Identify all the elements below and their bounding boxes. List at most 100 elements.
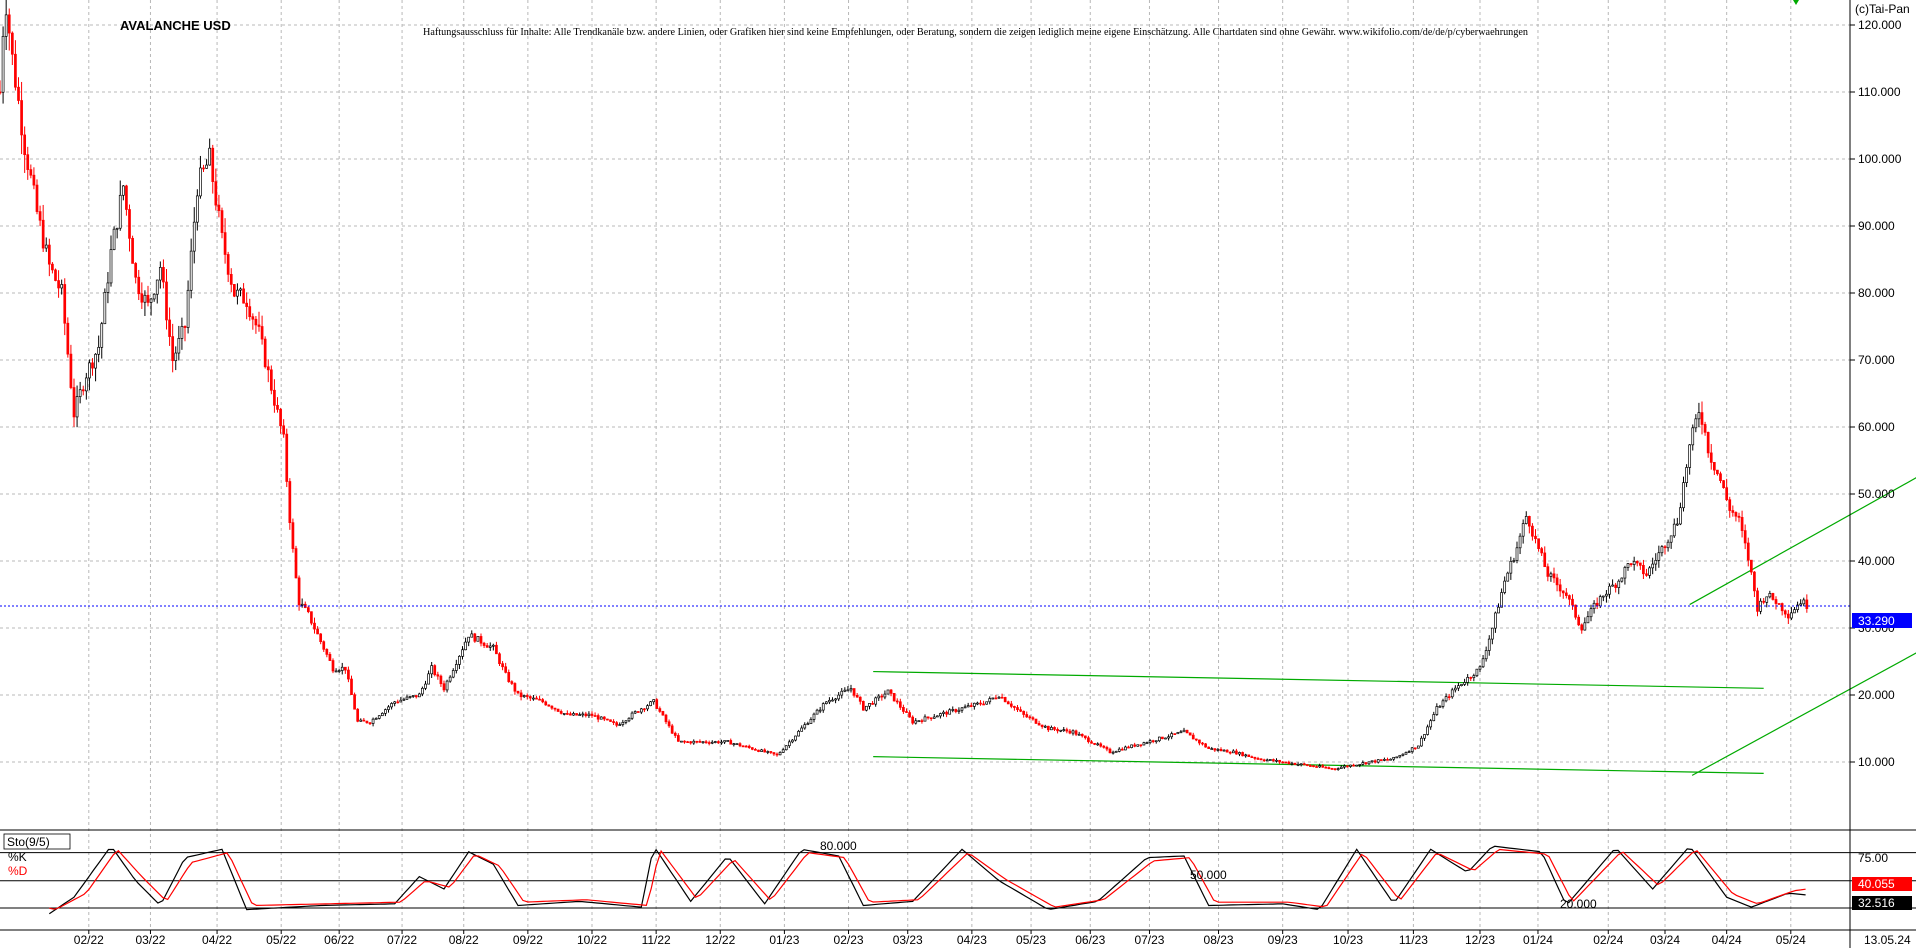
- candle-body: [1392, 756, 1396, 760]
- candle-body: [134, 263, 138, 278]
- candle-body: [1025, 714, 1029, 718]
- candle-body: [1379, 759, 1383, 761]
- candle-body: [60, 284, 64, 289]
- x-tick-label: 03/23: [893, 933, 923, 947]
- osc-axis-label: 75.00: [1858, 851, 1888, 865]
- candle-body: [652, 699, 656, 703]
- y-tick-label: 60.000: [1858, 420, 1895, 434]
- x-tick-label: 03/24: [1650, 933, 1680, 947]
- candle-body: [1034, 718, 1038, 724]
- candle-body: [1712, 462, 1716, 471]
- x-tick-label: 08/23: [1204, 933, 1234, 947]
- candle-body: [356, 708, 360, 722]
- indicator-box[interactable]: [3, 833, 71, 850]
- candle-body: [939, 713, 942, 717]
- candle-body: [1207, 746, 1211, 749]
- k-value-badge: [1852, 896, 1912, 910]
- candle-body: [88, 362, 91, 379]
- y-tick-label: 10.000: [1858, 755, 1895, 769]
- candle-body: [1549, 573, 1553, 577]
- candle-body: [923, 716, 927, 722]
- k-line: [48, 845, 1806, 915]
- candle-body: [1006, 701, 1010, 705]
- candle-body: [1731, 510, 1735, 513]
- candle-body: [889, 689, 893, 694]
- x-tick-label: 09/22: [513, 933, 543, 947]
- candle-body: [1469, 677, 1473, 679]
- candle-body: [618, 724, 622, 726]
- candle-body: [470, 633, 474, 638]
- candle-body: [1102, 745, 1106, 748]
- candle-body: [775, 753, 779, 756]
- candle-body: [322, 641, 326, 650]
- candle-body: [1441, 700, 1445, 707]
- candle-body: [963, 706, 967, 709]
- candle-body: [791, 739, 794, 743]
- candle-body: [1780, 603, 1784, 612]
- candle-body: [7, 14, 11, 34]
- x-tick-label: 02/22: [74, 933, 104, 947]
- candle-body: [26, 154, 30, 170]
- candle-body: [1013, 706, 1016, 708]
- candle-body: [905, 711, 908, 713]
- candle-body: [269, 369, 273, 391]
- candle-body: [572, 713, 575, 716]
- trend-lines: [873, 477, 1916, 776]
- candle-body: [340, 666, 344, 671]
- candle-body: [1799, 603, 1803, 606]
- candle-body: [504, 666, 508, 673]
- candle-body: [1623, 567, 1627, 579]
- grid: [0, 0, 1850, 930]
- candle-body: [211, 147, 215, 182]
- candle-body: [1321, 765, 1325, 768]
- x-tick-label: 08/22: [449, 933, 479, 947]
- candle-body: [643, 708, 646, 711]
- candle-body: [1373, 760, 1377, 763]
- candle-body: [837, 694, 841, 700]
- candle-body: [840, 690, 844, 696]
- candle-body: [461, 649, 464, 657]
- candle-body: [399, 699, 403, 703]
- candle-body: [454, 664, 458, 671]
- candle-body: [1444, 696, 1448, 702]
- candle-body: [720, 741, 723, 744]
- candle-body: [91, 362, 94, 369]
- candle-body: [1077, 733, 1081, 736]
- candle-body: [797, 730, 800, 737]
- candle-body: [1706, 431, 1710, 454]
- candle-body: [803, 724, 807, 729]
- candle-body: [1728, 499, 1732, 511]
- candle-body: [1472, 675, 1476, 678]
- candle-body: [735, 743, 739, 746]
- candle-body: [35, 184, 39, 212]
- candle-body: [1685, 467, 1688, 483]
- candle-body: [1133, 744, 1137, 747]
- candle-body: [966, 705, 970, 708]
- candle-body: [750, 747, 754, 750]
- candle-body: [942, 711, 945, 714]
- candle-body: [544, 701, 548, 706]
- candle-body: [445, 680, 449, 691]
- candle-body: [1398, 754, 1402, 758]
- candle-body: [1127, 746, 1130, 749]
- candle-body: [1608, 585, 1611, 595]
- candle-body: [1358, 764, 1362, 766]
- candle-body: [54, 269, 57, 281]
- candle-body: [1611, 584, 1614, 587]
- d-value-label: 40.055: [1858, 877, 1895, 891]
- candle-body: [325, 648, 329, 655]
- candle-body: [152, 293, 156, 300]
- candle-body: [78, 389, 82, 397]
- candle-body: [1139, 744, 1143, 747]
- candle-body: [288, 481, 292, 524]
- candle-body: [1688, 444, 1692, 468]
- candle-body: [1709, 452, 1713, 463]
- candle-body: [202, 167, 205, 170]
- candle-body: [1287, 761, 1291, 765]
- current-price-badge: [1852, 613, 1912, 628]
- candle-body: [1416, 745, 1420, 749]
- candle-body: [519, 692, 523, 698]
- candle-body: [1694, 418, 1698, 429]
- candle-body: [596, 715, 600, 720]
- candle-body: [84, 377, 88, 392]
